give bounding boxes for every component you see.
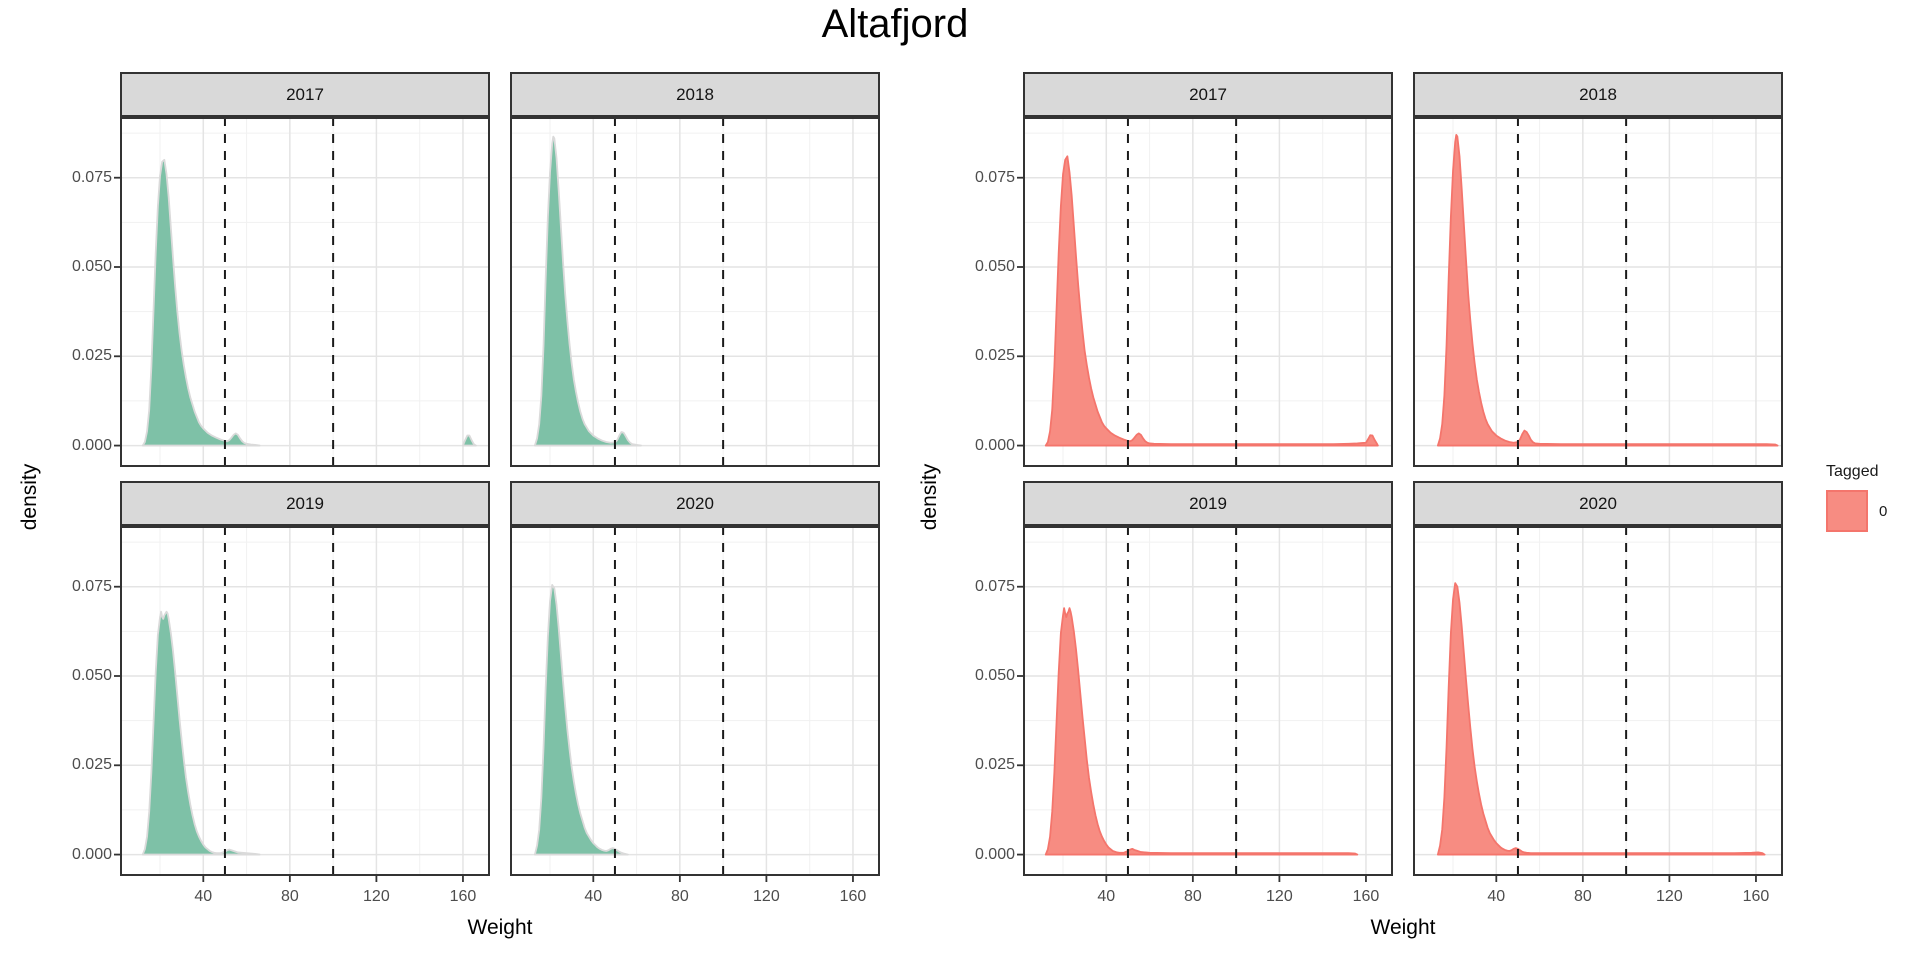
- panel-border: [510, 526, 880, 876]
- x-tick-label: 120: [363, 888, 390, 905]
- x-axis-labels: 40 80 120 160: [1023, 886, 1393, 908]
- x-axis-title-left: Weight: [467, 916, 533, 939]
- y-axis-labels: 0.000 0.025 0.050 0.075: [935, 117, 1015, 467]
- facet-strip-label: 2017: [1189, 84, 1227, 104]
- y-tick-label: 0.000: [974, 436, 1015, 454]
- y-tick-label: 0.075: [974, 168, 1015, 186]
- facet-strip-label: 2018: [1579, 84, 1617, 104]
- panel-border: [120, 117, 490, 467]
- x-tick-label: 160: [449, 888, 477, 905]
- y-axis-title-right: density: [918, 463, 941, 531]
- density-area-tagged-2018: [1436, 133, 1779, 447]
- legend: Tagged 0: [1826, 463, 1887, 532]
- density-area-untagged-2017: [141, 158, 261, 447]
- facet-strip-untagged-2020: 2020: [510, 481, 880, 526]
- y-tick-label: 0.000: [71, 436, 112, 454]
- legend-title: Tagged: [1826, 463, 1879, 480]
- density-panel-tagged-2019: [1017, 526, 1393, 882]
- density-area-untagged-2017: [462, 434, 477, 447]
- facet-strip-label: 2019: [286, 493, 324, 513]
- figure-title: Altafjord: [821, 2, 969, 46]
- y-tick-label: 0.050: [974, 667, 1015, 684]
- x-axis-labels: 40 80 120 160: [120, 886, 490, 908]
- y-tick-label: 0.075: [974, 577, 1015, 595]
- x-tick-label: 40: [1097, 888, 1116, 905]
- density-panel-untagged-2019: [114, 526, 490, 882]
- density-panel-tagged-2018: [1413, 117, 1783, 467]
- density-area-tagged-2017: [1044, 155, 1379, 447]
- facet-strip-untagged-2017: 2017: [120, 72, 490, 117]
- x-tick-label: 120: [753, 888, 780, 905]
- panel-border: [120, 526, 490, 876]
- facet-strip-tagged-2020: 2020: [1413, 481, 1783, 526]
- y-tick-label: 0.025: [71, 347, 112, 365]
- panel-border: [1023, 117, 1393, 467]
- density-panel-untagged-2017: [114, 117, 490, 467]
- density-panel-tagged-2020: [1413, 526, 1783, 882]
- density-area-untagged-2018: [533, 135, 642, 447]
- facet-strip-untagged-2019: 2019: [120, 481, 490, 526]
- facet-strip-untagged-2018: 2018: [510, 72, 880, 117]
- density-area-tagged-2020: [1436, 582, 1766, 856]
- x-tick-label: 80: [670, 888, 689, 905]
- x-tick-label: 160: [839, 888, 867, 905]
- y-tick-label: 0.000: [974, 845, 1015, 863]
- density-panel-untagged-2018: [510, 117, 880, 467]
- facet-strip-label: 2018: [676, 84, 714, 104]
- y-tick-label: 0.025: [974, 347, 1015, 365]
- density-area-untagged-2019: [141, 610, 261, 856]
- legend-key-label: 0: [1879, 502, 1888, 520]
- facet-strip-label: 2020: [1579, 493, 1617, 513]
- panel-border: [1023, 526, 1393, 876]
- density-panel-tagged-2017: [1017, 117, 1393, 467]
- density-panel-untagged-2020: [510, 526, 880, 882]
- legend-key-swatch: [1826, 490, 1868, 532]
- x-tick-label: 160: [1742, 888, 1770, 905]
- y-tick-label: 0.050: [71, 258, 112, 275]
- x-axis-title-right: Weight: [1370, 916, 1436, 939]
- facet-strip-label: 2020: [676, 493, 714, 513]
- density-area-untagged-2020: [533, 584, 629, 856]
- y-tick-label: 0.050: [71, 667, 112, 684]
- panel-border: [510, 117, 880, 467]
- y-tick-label: 0.025: [974, 756, 1015, 774]
- facet-strip-label: 2019: [1189, 493, 1227, 513]
- facet-strip-tagged-2017: 2017: [1023, 72, 1393, 117]
- y-tick-label: 0.075: [71, 168, 112, 186]
- x-tick-label: 40: [1487, 888, 1506, 905]
- x-tick-label: 40: [194, 888, 213, 905]
- y-axis-labels: 0.000 0.025 0.050 0.075: [32, 526, 112, 876]
- facet-strip-label: 2017: [286, 84, 324, 104]
- x-axis-labels: 40 80 120 160: [510, 886, 880, 908]
- density-area-tagged-2019: [1044, 607, 1359, 856]
- x-tick-label: 80: [1183, 888, 1202, 905]
- facet-strip-tagged-2019: 2019: [1023, 481, 1393, 526]
- facet-strip-tagged-2018: 2018: [1413, 72, 1783, 117]
- y-tick-label: 0.000: [71, 845, 112, 863]
- x-tick-label: 120: [1656, 888, 1683, 905]
- x-tick-label: 80: [1573, 888, 1592, 905]
- legend-item: 0: [1826, 490, 1887, 532]
- y-tick-label: 0.025: [71, 756, 112, 774]
- x-axis-labels: 40 80 120 160: [1413, 886, 1783, 908]
- x-tick-label: 120: [1266, 888, 1293, 905]
- y-axis-title-left: density: [18, 463, 41, 531]
- panel-border: [1413, 526, 1783, 876]
- y-tick-label: 0.050: [974, 258, 1015, 275]
- y-axis-labels: 0.000 0.025 0.050 0.075: [935, 526, 1015, 876]
- x-tick-label: 160: [1352, 888, 1380, 905]
- y-axis-labels: 0.000 0.025 0.050 0.075: [32, 117, 112, 467]
- y-tick-label: 0.075: [71, 577, 112, 595]
- x-tick-label: 40: [584, 888, 603, 905]
- panel-border: [1413, 117, 1783, 467]
- x-tick-label: 80: [280, 888, 299, 905]
